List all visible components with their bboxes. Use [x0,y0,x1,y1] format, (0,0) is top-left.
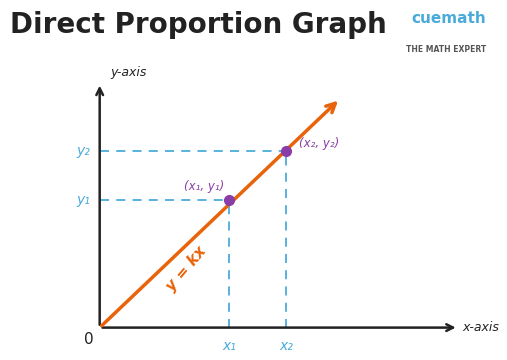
Text: y₂: y₂ [77,144,91,158]
Text: y-axis: y-axis [111,66,147,79]
Text: x-axis: x-axis [462,321,499,334]
Text: (x₂, y₂): (x₂, y₂) [299,136,339,149]
Text: x₁: x₁ [222,339,236,353]
Text: y₁: y₁ [77,193,91,207]
Text: x₂: x₂ [279,339,293,353]
Text: (x₁, y₁): (x₁, y₁) [184,180,224,193]
Text: Direct Proportion Graph: Direct Proportion Graph [10,11,387,39]
Text: y = kx: y = kx [163,243,209,294]
Text: cuemath: cuemath [411,11,486,26]
Text: 0: 0 [84,332,94,347]
Text: THE MATH EXPERT: THE MATH EXPERT [406,45,486,54]
